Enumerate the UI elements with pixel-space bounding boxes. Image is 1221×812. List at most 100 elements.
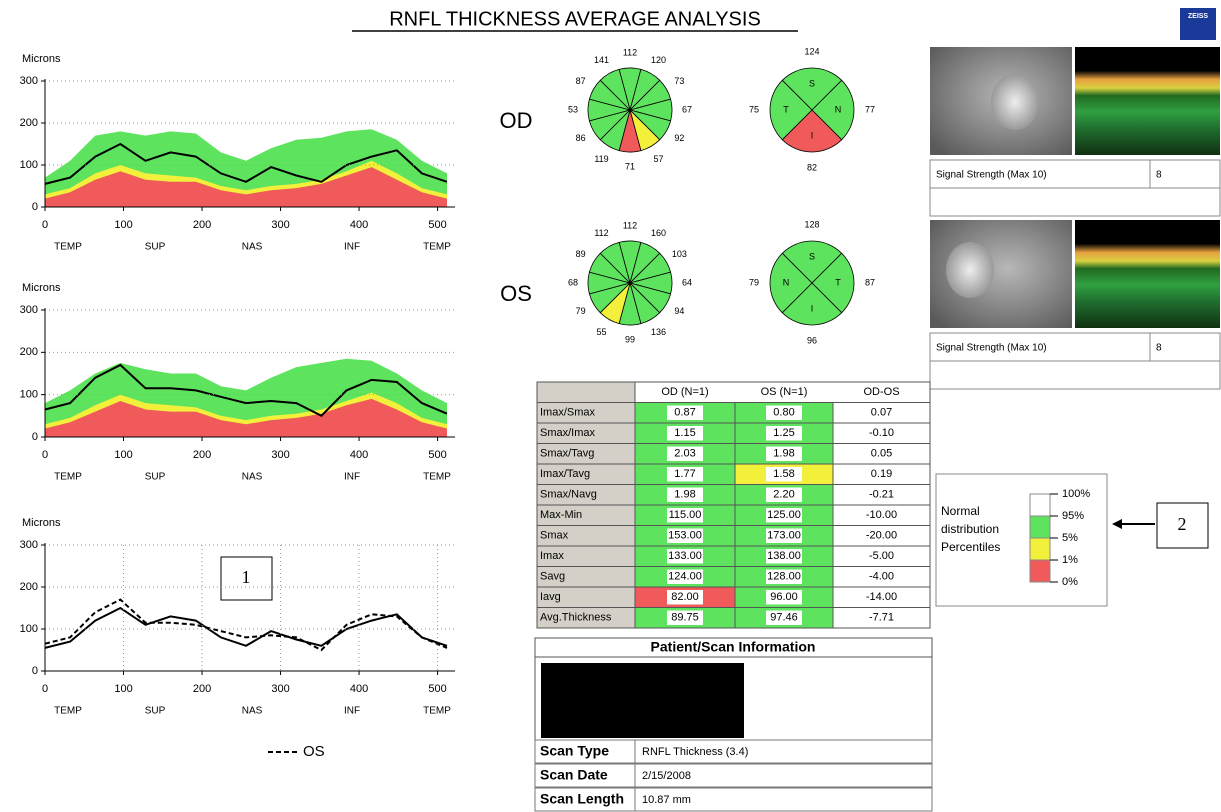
clock-value: 119 [594, 154, 608, 164]
thickness-line [44, 606, 448, 649]
legend-text: distribution [941, 522, 999, 536]
table-value: 0.87 [674, 407, 695, 419]
info-label: Scan Length [540, 791, 624, 807]
clock-value: 53 [568, 104, 578, 114]
quadrant-letter: T [783, 104, 789, 114]
info-value: 10.87 mm [642, 794, 691, 806]
y-tick-label: 0 [32, 665, 38, 677]
info-row [534, 787, 933, 812]
value-box [667, 590, 703, 605]
region-label: INF [344, 242, 360, 253]
quadrant-sector [811, 79, 855, 141]
x-tick-label: 400 [350, 683, 368, 695]
quadrant-value: 79 [749, 277, 759, 287]
signal-value: 8 [1156, 170, 1162, 181]
table-cell [832, 607, 931, 629]
region-label: TEMP [423, 706, 451, 717]
value-box [766, 528, 802, 543]
clock-sector [599, 68, 631, 112]
table-value: 1.98 [674, 489, 695, 501]
region-label: SUP [145, 706, 166, 717]
table-value: 173.00 [767, 530, 801, 542]
legend-label: OS [303, 743, 325, 760]
table-value: 89.75 [671, 612, 699, 624]
quadrant-value: 77 [865, 104, 875, 114]
legend-box [935, 473, 1108, 607]
clock-value: 94 [674, 306, 684, 316]
legend-swatch [1029, 537, 1051, 561]
row-label: Imax/Smax [540, 407, 596, 419]
row-label: Savg [540, 571, 565, 583]
oct-od [1075, 47, 1220, 155]
table-value: 0.80 [773, 407, 794, 419]
y-axis-label: Microns [22, 517, 61, 529]
clock-value: 87 [576, 76, 586, 86]
annotation-box [1156, 502, 1209, 549]
arrow-head [1112, 519, 1122, 529]
quadrant-sector [781, 67, 843, 111]
x-tick-label: 300 [271, 683, 289, 695]
legend-level: 100% [1062, 488, 1090, 500]
x-tick-label: 200 [193, 449, 211, 461]
table-value: 2.03 [674, 448, 695, 460]
value-box [667, 569, 703, 584]
x-tick-label: 400 [350, 219, 368, 231]
signal-label: Signal Strength (Max 10) [936, 343, 1047, 354]
logo: ZEISS [1188, 13, 1209, 20]
table-value: 82.00 [671, 591, 699, 603]
value-box [766, 405, 802, 420]
y-tick-label: 200 [20, 117, 38, 129]
y-tick-label: 200 [20, 581, 38, 593]
region-label: TEMP [423, 242, 451, 253]
table-value: 1.98 [773, 448, 794, 460]
y-tick-label: 100 [20, 389, 38, 401]
clock-value: 86 [576, 133, 586, 143]
clock-value: 64 [682, 277, 692, 287]
info-value: RNFL Thickness (3.4) [642, 746, 748, 758]
legend-swatch [1029, 559, 1051, 583]
column-header: OS (N=1) [761, 386, 808, 398]
region-label: NAS [242, 242, 263, 253]
quadrant-letter: T [835, 277, 841, 287]
band-area [45, 398, 447, 437]
row-label: Smax/Tavg [540, 448, 594, 460]
clock-value: 79 [576, 306, 586, 316]
table-value: 128.00 [767, 571, 801, 583]
x-tick-label: 100 [114, 449, 132, 461]
x-tick-label: 100 [114, 219, 132, 231]
legend-swatch [1029, 515, 1051, 539]
quadrant-letter: I [811, 303, 814, 313]
region-label: TEMP [54, 472, 82, 483]
quadrant-letter: N [783, 277, 790, 287]
y-tick-label: 300 [20, 539, 38, 551]
value-box [667, 528, 703, 543]
clock-value: 89 [576, 249, 586, 259]
fundus-os [930, 220, 1072, 328]
x-tick-label: 0 [42, 683, 48, 695]
region-label: NAS [242, 472, 263, 483]
table-value: 125.00 [767, 509, 801, 521]
x-tick-label: 500 [428, 219, 446, 231]
redacted-block [541, 663, 744, 738]
x-tick-label: 200 [193, 219, 211, 231]
signal-value: 8 [1156, 343, 1162, 354]
x-tick-label: 0 [42, 449, 48, 461]
table-value: 1.25 [773, 427, 794, 439]
x-tick-label: 400 [350, 449, 368, 461]
table-value: -10.00 [866, 509, 897, 521]
value-box [667, 549, 703, 564]
oct-os [1075, 220, 1220, 328]
row-label: Smax/Imax [540, 427, 596, 439]
fundus-od [930, 47, 1072, 155]
x-tick-label: 300 [271, 219, 289, 231]
clock-value: 73 [674, 76, 684, 86]
value-box [766, 610, 802, 625]
legend-level: 0% [1062, 576, 1078, 588]
x-tick-label: 300 [271, 449, 289, 461]
eye-label: OS [500, 281, 532, 306]
quadrant-value: 124 [804, 46, 819, 56]
table-value: 133.00 [668, 550, 702, 562]
table-value: 153.00 [668, 530, 702, 542]
quadrant-letter: I [811, 130, 814, 140]
clock-sector [599, 241, 631, 285]
